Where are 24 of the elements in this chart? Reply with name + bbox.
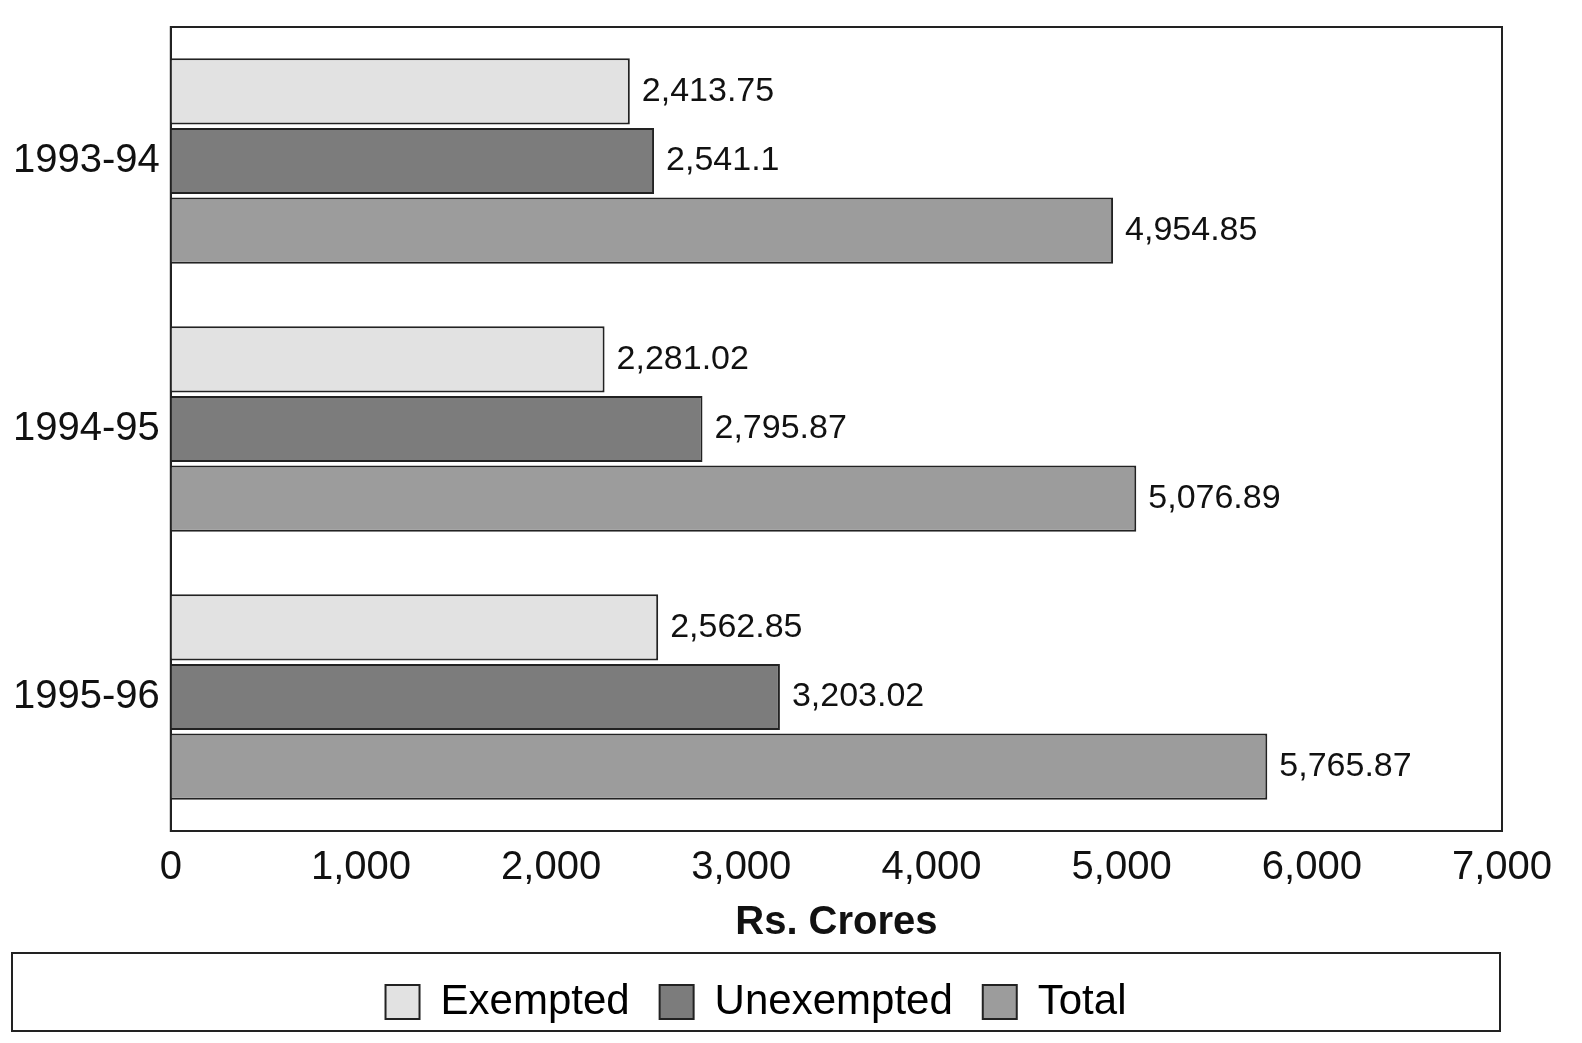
data-label: 2,562.85 xyxy=(670,605,803,644)
legend-label: Exempted xyxy=(440,975,630,1023)
data-label: 4,954.85 xyxy=(1125,209,1258,248)
x-tick-label: 3,000 xyxy=(691,843,792,888)
x-tick-label: 5,000 xyxy=(1071,843,1172,888)
legend-label: Total xyxy=(1037,975,1127,1023)
data-label: 3,203.02 xyxy=(791,675,925,714)
data-label: 2,281.02 xyxy=(616,337,749,376)
x-tick-label: 0 xyxy=(159,843,182,888)
y-tick-label: 1995-96 xyxy=(13,672,160,717)
data-label: 5,765.87 xyxy=(1279,745,1412,784)
legend-label: Unexempted xyxy=(714,975,953,1023)
x-tick-label: 7,000 xyxy=(1451,843,1553,888)
x-tick-label: 1,000 xyxy=(310,843,412,888)
data-label: 2,541.1 xyxy=(666,139,780,178)
x-tick-label: 6,000 xyxy=(1261,843,1362,888)
x-tick-label: 2,000 xyxy=(501,843,602,888)
y-tick-label: 1994-95 xyxy=(13,404,160,449)
x-tick-label: 4,000 xyxy=(881,843,982,888)
data-label: 5,076.89 xyxy=(1148,477,1281,516)
y-tick-label: 1993-94 xyxy=(13,136,160,181)
data-label: 2,413.75 xyxy=(641,69,775,108)
x-axis-title: Rs. Crores xyxy=(735,898,938,943)
data-label: 2,795.87 xyxy=(714,407,847,446)
